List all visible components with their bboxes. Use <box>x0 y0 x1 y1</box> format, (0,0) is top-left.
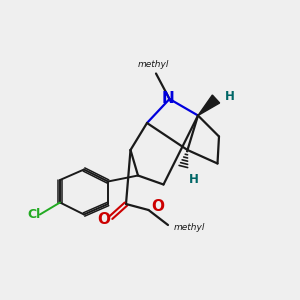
Polygon shape <box>198 95 220 116</box>
Text: H: H <box>224 89 234 103</box>
Text: O: O <box>151 199 164 214</box>
Text: methyl: methyl <box>137 60 169 69</box>
Text: Cl: Cl <box>27 208 40 221</box>
Text: O: O <box>97 212 110 226</box>
Text: H: H <box>189 173 199 186</box>
Text: N: N <box>162 91 174 106</box>
Text: methyl: methyl <box>174 223 206 232</box>
